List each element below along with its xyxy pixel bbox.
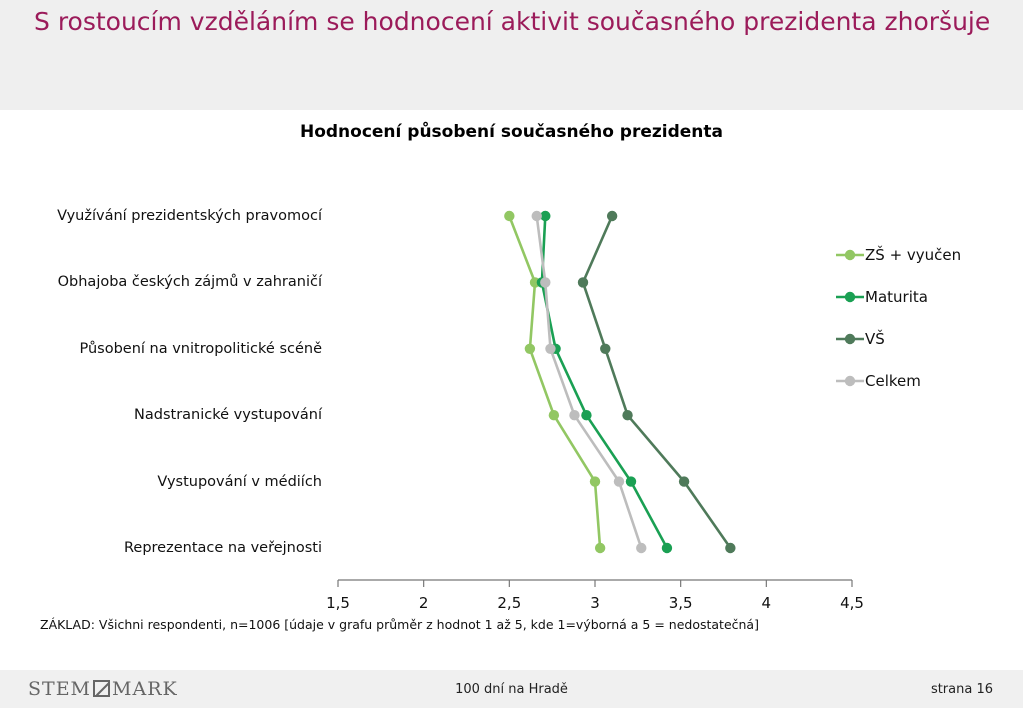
category-label: Využívání prezidentských pravomocí <box>57 208 322 224</box>
footer-page-number: strana 16 <box>930 682 993 697</box>
x-tick-label: 2,5 <box>497 594 521 612</box>
data-point <box>622 410 633 421</box>
legend-marker-dot <box>844 333 856 345</box>
data-point <box>540 277 551 288</box>
data-point <box>577 277 589 288</box>
legend-marker <box>836 291 864 303</box>
x-tick-label: 4,5 <box>840 594 864 612</box>
logo-box-icon <box>93 680 111 697</box>
data-point <box>548 410 560 421</box>
basis-note: ZÁKLAD: Všichni respondenti, n=1006 [úda… <box>40 617 759 632</box>
footer-band <box>0 670 1023 708</box>
chart-title: Hodnocení působení současného prezidenta <box>299 122 724 142</box>
header-band <box>0 0 1023 110</box>
data-point <box>569 410 580 421</box>
x-tick-label: 3 <box>590 594 600 612</box>
category-label: Obhajoba českých zájmů v zahraničí <box>57 274 322 291</box>
legend-label: VŠ <box>865 330 885 348</box>
slide-title: S rostoucím vzděláním se hodnocení aktiv… <box>34 7 991 36</box>
data-point <box>524 343 536 354</box>
data-point <box>661 542 673 554</box>
footer-presentation-name: 100 dní na Hradě <box>455 682 568 697</box>
data-point <box>600 343 611 354</box>
category-label: Působení na vnitropolitické scéně <box>79 340 322 357</box>
data-point <box>613 476 625 487</box>
data-point <box>636 542 647 554</box>
data-point <box>625 476 637 487</box>
legend-marker <box>836 249 864 261</box>
legend-marker-dot <box>844 375 856 387</box>
legend-label: ZŠ + vyučen <box>865 246 962 264</box>
series-line-3 <box>535 215 643 549</box>
stemmark-logo: STEM MARK <box>28 678 178 700</box>
legend-marker-dot <box>844 249 856 261</box>
data-point <box>540 210 551 222</box>
legend-marker-dot <box>844 291 856 303</box>
data-point <box>594 542 606 554</box>
legend-marker <box>836 375 864 387</box>
series-line-0 <box>508 215 602 549</box>
data-point <box>589 476 601 487</box>
data-point <box>531 210 542 222</box>
data-point <box>606 210 618 222</box>
data-point <box>545 343 556 354</box>
x-tick-label: 2 <box>419 594 429 612</box>
series-line-2 <box>581 215 732 549</box>
logo-text-right: MARK <box>112 678 178 700</box>
x-tick-label: 1,5 <box>326 594 350 612</box>
category-label: Vystupování v médiích <box>157 473 322 490</box>
category-label: Nadstranické vystupování <box>134 407 322 424</box>
data-point <box>678 476 690 487</box>
legend-marker <box>836 333 864 345</box>
series-line-1 <box>540 215 669 549</box>
data-point <box>725 542 736 554</box>
category-label: Reprezentace na veřejnosti <box>123 540 322 556</box>
x-tick-label: 4 <box>762 594 772 612</box>
legend-label: Celkem <box>865 372 921 390</box>
logo-text-left: STEM <box>28 678 92 700</box>
x-tick-label: 3,5 <box>669 594 693 612</box>
legend-label: Maturita <box>865 288 928 306</box>
data-point <box>504 210 515 222</box>
data-point <box>581 410 592 421</box>
